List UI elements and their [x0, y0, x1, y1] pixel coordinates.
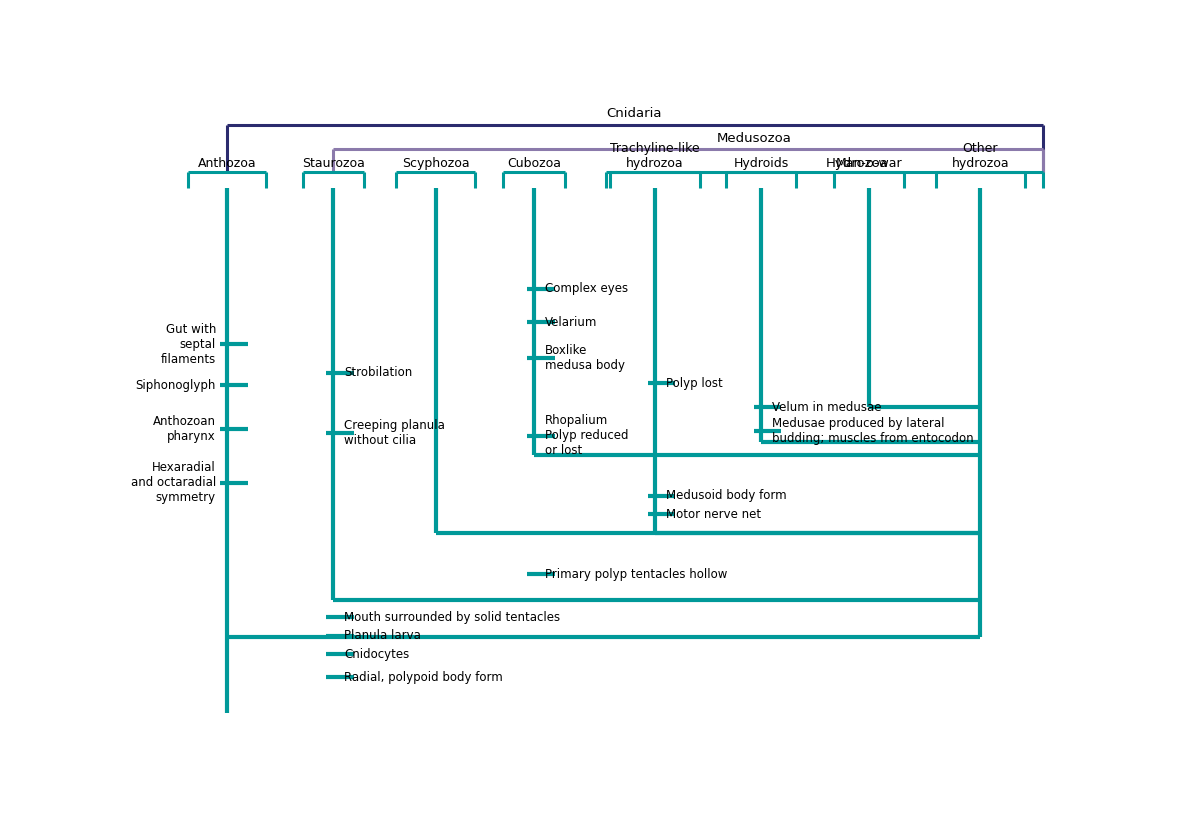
Text: Strobilation: Strobilation: [344, 366, 413, 379]
Text: Scyphozoa: Scyphozoa: [402, 156, 469, 170]
Text: Anthozoa: Anthozoa: [198, 156, 257, 170]
Text: Anthozoan
pharynx: Anthozoan pharynx: [154, 415, 216, 443]
Text: Medusoid body form: Medusoid body form: [666, 489, 787, 502]
Text: Siphonoglyph: Siphonoglyph: [136, 378, 216, 391]
Text: Velum in medusae: Velum in medusae: [772, 400, 882, 414]
Text: Hexaradial
and octaradial
symmetry: Hexaradial and octaradial symmetry: [131, 461, 216, 505]
Text: Staurozoa: Staurozoa: [301, 156, 365, 170]
Text: Hydrozoa: Hydrozoa: [826, 156, 888, 170]
Text: Man-o-war: Man-o-war: [835, 156, 902, 170]
Text: Polyp lost: Polyp lost: [666, 377, 722, 390]
Text: Radial, polypoid body form: Radial, polypoid body form: [344, 671, 503, 684]
Text: Creeping planula
without cilia: Creeping planula without cilia: [344, 419, 445, 446]
Text: Mouth surrounded by solid tentacles: Mouth surrounded by solid tentacles: [344, 611, 560, 624]
Text: Hydroids: Hydroids: [733, 156, 788, 170]
Text: Primary polyp tentacles hollow: Primary polyp tentacles hollow: [545, 568, 727, 581]
Text: Other
hydrozoa: Other hydrozoa: [952, 142, 1009, 170]
Text: Boxlike
medusa body: Boxlike medusa body: [545, 344, 625, 372]
Text: Medusae produced by lateral
budding; muscles from entocodon: Medusae produced by lateral budding; mus…: [772, 417, 973, 446]
Text: Rhopalium
Polyp reduced
or lost: Rhopalium Polyp reduced or lost: [545, 414, 629, 457]
Text: Cnidaria: Cnidaria: [606, 106, 661, 120]
Text: Gut with
septal
filaments: Gut with septal filaments: [161, 323, 216, 366]
Text: Complex eyes: Complex eyes: [545, 283, 629, 295]
Text: Cnidocytes: Cnidocytes: [344, 648, 409, 661]
Text: Medusozoa: Medusozoa: [718, 132, 792, 145]
Text: Planula larva: Planula larva: [344, 629, 421, 642]
Text: Trachyline-like
hydrozoa: Trachyline-like hydrozoa: [610, 142, 700, 170]
Text: Motor nerve net: Motor nerve net: [666, 508, 761, 521]
Text: Velarium: Velarium: [545, 315, 598, 328]
Text: Cubozoa: Cubozoa: [508, 156, 562, 170]
